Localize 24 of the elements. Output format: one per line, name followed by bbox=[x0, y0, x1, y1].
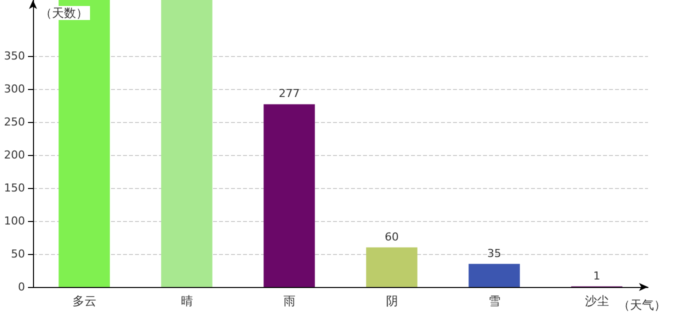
data-label: 60 bbox=[384, 230, 399, 244]
x-tick-label: 多云 bbox=[72, 294, 96, 308]
bar bbox=[161, 0, 212, 287]
y-tick-label: 50 bbox=[11, 248, 25, 261]
x-tick-label: 雨 bbox=[283, 294, 296, 308]
bar bbox=[468, 264, 520, 287]
y-tick-label: 300 bbox=[4, 82, 25, 96]
x-axis-title: （天气） bbox=[618, 298, 666, 312]
x-tick-label: 雪 bbox=[488, 294, 500, 308]
y-tick-label: 100 bbox=[4, 214, 25, 228]
x-tick-label: 晴 bbox=[180, 294, 193, 308]
data-label: 35 bbox=[487, 246, 502, 260]
y-axis-title: （天数） bbox=[40, 6, 88, 20]
y-tick-label: 0 bbox=[18, 280, 25, 294]
y-tick-label: 150 bbox=[4, 182, 25, 195]
bar bbox=[264, 104, 315, 287]
x-tick-label: 阴 bbox=[386, 294, 398, 308]
y-tick-label: 250 bbox=[4, 116, 25, 129]
bar bbox=[366, 247, 418, 287]
x-tick-label: 沙尘 bbox=[584, 294, 609, 308]
data-label: 277 bbox=[278, 87, 300, 100]
y-tick-label: 350 bbox=[4, 50, 25, 63]
data-label: 1 bbox=[593, 269, 600, 282]
y-tick-label: 200 bbox=[4, 148, 25, 162]
